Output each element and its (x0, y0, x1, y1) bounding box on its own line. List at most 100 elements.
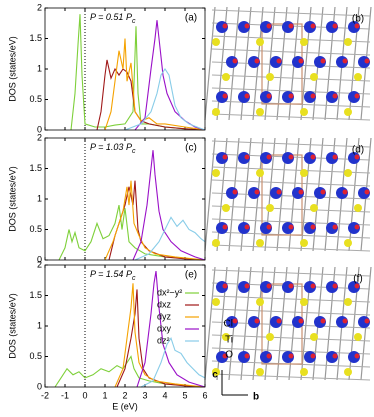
y-tick-label: 2 (37, 132, 42, 142)
panel-label: (f) (353, 274, 362, 285)
bond (204, 6, 216, 121)
panel-label: (c) (185, 143, 197, 154)
ti-atom (222, 93, 228, 99)
ti-atom (320, 58, 326, 64)
dos-line (140, 336, 206, 388)
cl-atom (354, 204, 362, 212)
x-axis-label: E (eV) (112, 401, 138, 411)
atom-label: Cl (224, 319, 233, 330)
ti-atom (288, 353, 294, 359)
plot-frame (44, 264, 206, 388)
bond (211, 244, 371, 252)
ti-atom (332, 23, 338, 29)
legend-label: dyz (157, 311, 172, 321)
ti-atom (298, 189, 304, 195)
annotation-text: P = 0.51 P (90, 12, 132, 22)
bond (211, 308, 371, 316)
cl-atom (300, 368, 308, 376)
cl-atom (266, 73, 274, 81)
ti-atom (254, 58, 260, 64)
bond (211, 373, 371, 381)
legend-label: dxy (157, 323, 172, 333)
axis-label: c (212, 370, 218, 381)
cl-atom (354, 333, 362, 341)
bond (211, 205, 371, 213)
ti-atom (332, 283, 338, 289)
cl-atom (222, 73, 230, 81)
y-axis-label: DOS (states/eV) (7, 293, 17, 359)
y-axis-label: DOS (states/eV) (7, 36, 17, 102)
bond (211, 347, 371, 355)
ti-atom (364, 58, 370, 64)
ti-atom (244, 93, 250, 99)
structure: (f) (204, 266, 372, 381)
annotation-sub: c (132, 275, 136, 282)
cl-atom (256, 38, 264, 46)
ti-atom (310, 353, 316, 359)
ti-atom (332, 224, 338, 230)
cl-atom (256, 108, 264, 116)
ti-atom (342, 189, 348, 195)
ti-atom (288, 154, 294, 160)
dos-panel: 0 0.5 1 1.5 2 -2 -1 0 1 2 3 4 5 6 DOS (states/eV) P = 1… (7, 259, 207, 411)
atom-label: Ti (225, 335, 233, 346)
ti-atom (354, 224, 360, 230)
cl-atom (212, 298, 220, 306)
ti-atom (298, 318, 304, 324)
bond (211, 113, 371, 121)
cl-atom (344, 169, 352, 177)
ti-atom (276, 58, 282, 64)
y-tick-label: 2 (37, 259, 42, 269)
y-tick-label: 0.5 (29, 224, 42, 234)
ti-atom (266, 23, 272, 29)
bond (211, 35, 371, 43)
cl-atom (344, 108, 352, 116)
ti-atom (310, 283, 316, 289)
y-tick-label: 0 (37, 124, 42, 134)
ti-atom (354, 283, 360, 289)
cl-atom (344, 368, 352, 376)
ti-atom (288, 93, 294, 99)
x-tick-label: -1 (61, 390, 69, 400)
cl-atom (310, 73, 318, 81)
dos-line (104, 180, 206, 261)
dos-line (116, 289, 206, 388)
atom-label: O (225, 350, 233, 361)
cl-atom (256, 169, 264, 177)
ti-atom (244, 154, 250, 160)
cl-atom (212, 108, 220, 116)
panel-label: (e) (185, 270, 197, 281)
structure: (d) (204, 137, 372, 252)
ti-atom (332, 154, 338, 160)
cl-atom (266, 204, 274, 212)
ti-atom (354, 353, 360, 359)
annotation: P = 1.03 Pc (90, 142, 136, 154)
y-tick-label: 1.5 (29, 163, 42, 173)
dos-line (58, 204, 206, 261)
ti-atom (266, 283, 272, 289)
bond (211, 218, 371, 226)
dos-line (104, 38, 206, 131)
cl-atom (256, 298, 264, 306)
cl-atom (222, 204, 230, 212)
cl-atom (300, 38, 308, 46)
ti-atom (266, 154, 272, 160)
bond (211, 179, 371, 187)
panel-label: (b) (352, 14, 364, 25)
y-tick-label: 1 (37, 193, 42, 203)
dos-line (132, 150, 206, 261)
x-tick-label: 2 (122, 390, 127, 400)
annotation-sub: c (132, 18, 136, 25)
structure: (b) (204, 6, 372, 121)
cl-atom (256, 368, 264, 376)
plot-frame (44, 137, 206, 261)
ti-atom (354, 23, 360, 29)
ti-atom (310, 154, 316, 160)
annotation-sub: c (132, 148, 136, 155)
y-tick-label: 0 (37, 381, 42, 391)
ti-atom (254, 318, 260, 324)
y-tick-label: 1.5 (29, 290, 42, 300)
ti-atom (332, 93, 338, 99)
ti-atom (222, 154, 228, 160)
x-tick-label: 5 (182, 390, 187, 400)
